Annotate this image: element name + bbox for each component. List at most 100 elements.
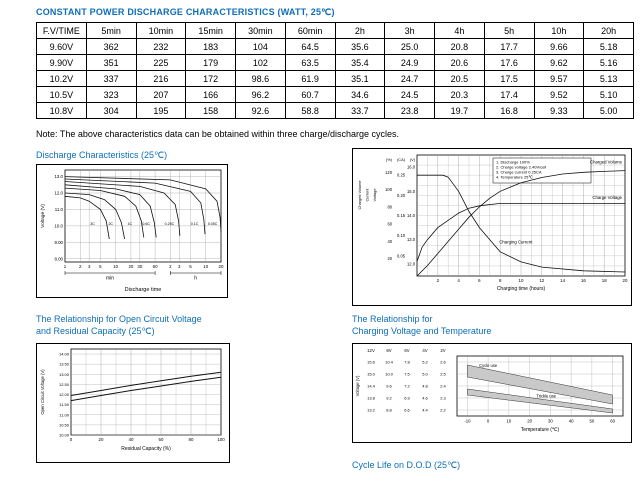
svg-text:30: 30 [137, 264, 142, 269]
table-header-cell: 10min [135, 22, 187, 39]
svg-text:4. Temperature 25℃: 4. Temperature 25℃ [496, 175, 533, 180]
table-cell: 362 [85, 38, 137, 55]
svg-text:40: 40 [129, 437, 134, 442]
table-cell: 9.52 [533, 86, 585, 103]
table-cell: 24.7 [384, 70, 435, 87]
discharge-chart: 13.0 12.0 11.0 10.0 9.00 8.00 1 2 3 5 10 20 30 60 2 3 5 1… [36, 164, 228, 298]
table-header-cell: 20h [583, 22, 634, 39]
charging-voltage-title-line2: Charging Voltage and Temperature [352, 326, 492, 336]
svg-text:30: 30 [548, 419, 553, 424]
svg-text:0.25C: 0.25C [165, 222, 175, 226]
row-header-cell: 9.90V [36, 54, 87, 71]
table-cell: 337 [85, 70, 137, 87]
table-cell: 61.9 [284, 70, 336, 87]
svg-text:20: 20 [219, 264, 224, 269]
svg-text:20: 20 [527, 419, 532, 424]
table-cell: 35.6 [334, 38, 386, 55]
svg-text:40: 40 [387, 239, 392, 244]
svg-text:-10: -10 [464, 419, 471, 424]
svg-text:0.05C: 0.05C [208, 222, 218, 226]
svg-text:80: 80 [387, 204, 392, 209]
table-cell: 179 [185, 54, 236, 71]
svg-text:1: 1 [64, 264, 67, 269]
svg-text:12.0: 12.0 [407, 261, 416, 266]
row-header-cell: 9.60V [36, 38, 87, 55]
table-header-cell: 60min [284, 22, 336, 39]
svg-text:7.5: 7.5 [404, 372, 410, 377]
svg-text:8.8: 8.8 [386, 408, 392, 413]
table-header-cell: 3h [384, 22, 435, 39]
table-cell: 34.6 [334, 86, 386, 103]
svg-text:10.0: 10.0 [54, 223, 63, 228]
svg-text:2: 2 [437, 278, 440, 283]
table-cell: 20.3 [434, 86, 485, 103]
svg-text:0.15: 0.15 [397, 213, 406, 218]
svg-text:13.50: 13.50 [59, 362, 70, 367]
table-cell: 166 [185, 86, 236, 103]
svg-text:5.0: 5.0 [422, 372, 428, 377]
table-cell: 5.13 [583, 70, 634, 87]
svg-text:0.6C: 0.6C [142, 222, 150, 226]
table-header-cell: 15min [185, 22, 236, 39]
table-cell: 9.66 [533, 38, 585, 55]
table-cell: 5.18 [583, 38, 634, 55]
svg-text:3: 3 [88, 264, 91, 269]
table-cell: 183 [185, 38, 236, 55]
svg-text:50: 50 [589, 419, 594, 424]
svg-text:2: 2 [169, 264, 172, 269]
svg-text:100: 100 [385, 187, 393, 192]
svg-text:14.0: 14.0 [407, 213, 416, 218]
svg-text:2V: 2V [440, 348, 445, 353]
table-cell: 20.5 [434, 70, 485, 87]
svg-text:Temperature (℃): Temperature (℃) [521, 427, 560, 433]
table-header-cell: 10h [533, 22, 585, 39]
svg-text:7.8: 7.8 [404, 360, 410, 365]
svg-text:Charged Volume: Charged Volume [590, 159, 623, 164]
table-cell: 96.2 [235, 86, 286, 103]
svg-text:100: 100 [217, 437, 225, 442]
row-header-cell: 10.8V [36, 102, 87, 119]
svg-text:2.2: 2.2 [440, 408, 446, 413]
ocv-chart-title-line1: The Relationship for Open Circuit Voltag… [36, 314, 202, 324]
table-header-cell: 5h [483, 22, 535, 39]
table-cell: 232 [135, 38, 187, 55]
svg-text:13.0: 13.0 [407, 237, 416, 242]
svg-text:Open Circuit Voltage (V): Open Circuit Voltage (V) [40, 369, 45, 415]
svg-text:15.0: 15.0 [367, 372, 376, 377]
charge-chart-svg: 2 4 6 8 10 12 14 16 18 20 Charging time (hours) Cha… [357, 154, 628, 292]
svg-text:4.6: 4.6 [422, 396, 428, 401]
ocv-chart-title-line2: and Residual Capacity (25℃) [36, 326, 155, 336]
page-title: CONSTANT POWER DISCHARGE CHARACTERISTICS… [36, 7, 335, 17]
svg-text:(%): (%) [386, 157, 393, 162]
table-cell: 5.16 [583, 54, 634, 71]
svg-text:0: 0 [70, 437, 73, 442]
svg-text:10.00: 10.00 [59, 433, 70, 438]
table-cell: 64.5 [284, 38, 336, 55]
svg-text:4.4: 4.4 [422, 408, 428, 413]
svg-text:8V: 8V [386, 348, 391, 353]
svg-text:14.4: 14.4 [367, 384, 376, 389]
table-cell: 60.7 [284, 86, 336, 103]
table-cell: 351 [85, 54, 137, 71]
svg-text:min: min [106, 276, 114, 282]
svg-text:Charging Current: Charging Current [499, 240, 533, 245]
svg-text:2. Charge voltage 2.40V/cell: 2. Charge voltage 2.40V/cell [496, 165, 546, 170]
svg-text:6.6: 6.6 [404, 408, 410, 413]
svg-text:Charge Voltage: Charge Voltage [592, 195, 622, 200]
svg-text:60: 60 [159, 437, 164, 442]
svg-text:1C: 1C [127, 222, 132, 226]
table-header-cell: 4h [434, 22, 485, 39]
svg-text:5: 5 [189, 264, 192, 269]
svg-text:5.2: 5.2 [422, 360, 428, 365]
svg-text:16.0: 16.0 [407, 165, 416, 170]
svg-text:(V): (V) [410, 157, 416, 162]
svg-text:14.00: 14.00 [59, 352, 70, 357]
table-cell: 104 [235, 38, 286, 55]
svg-text:Residual Capacity (%): Residual Capacity (%) [121, 446, 171, 452]
svg-text:20: 20 [623, 278, 628, 283]
svg-text:Voltage: Voltage [372, 189, 377, 202]
table-cell: 17.4 [483, 86, 535, 103]
svg-text:7.2: 7.2 [404, 384, 410, 389]
svg-text:12.50: 12.50 [59, 382, 70, 387]
svg-text:11.0: 11.0 [55, 207, 64, 212]
